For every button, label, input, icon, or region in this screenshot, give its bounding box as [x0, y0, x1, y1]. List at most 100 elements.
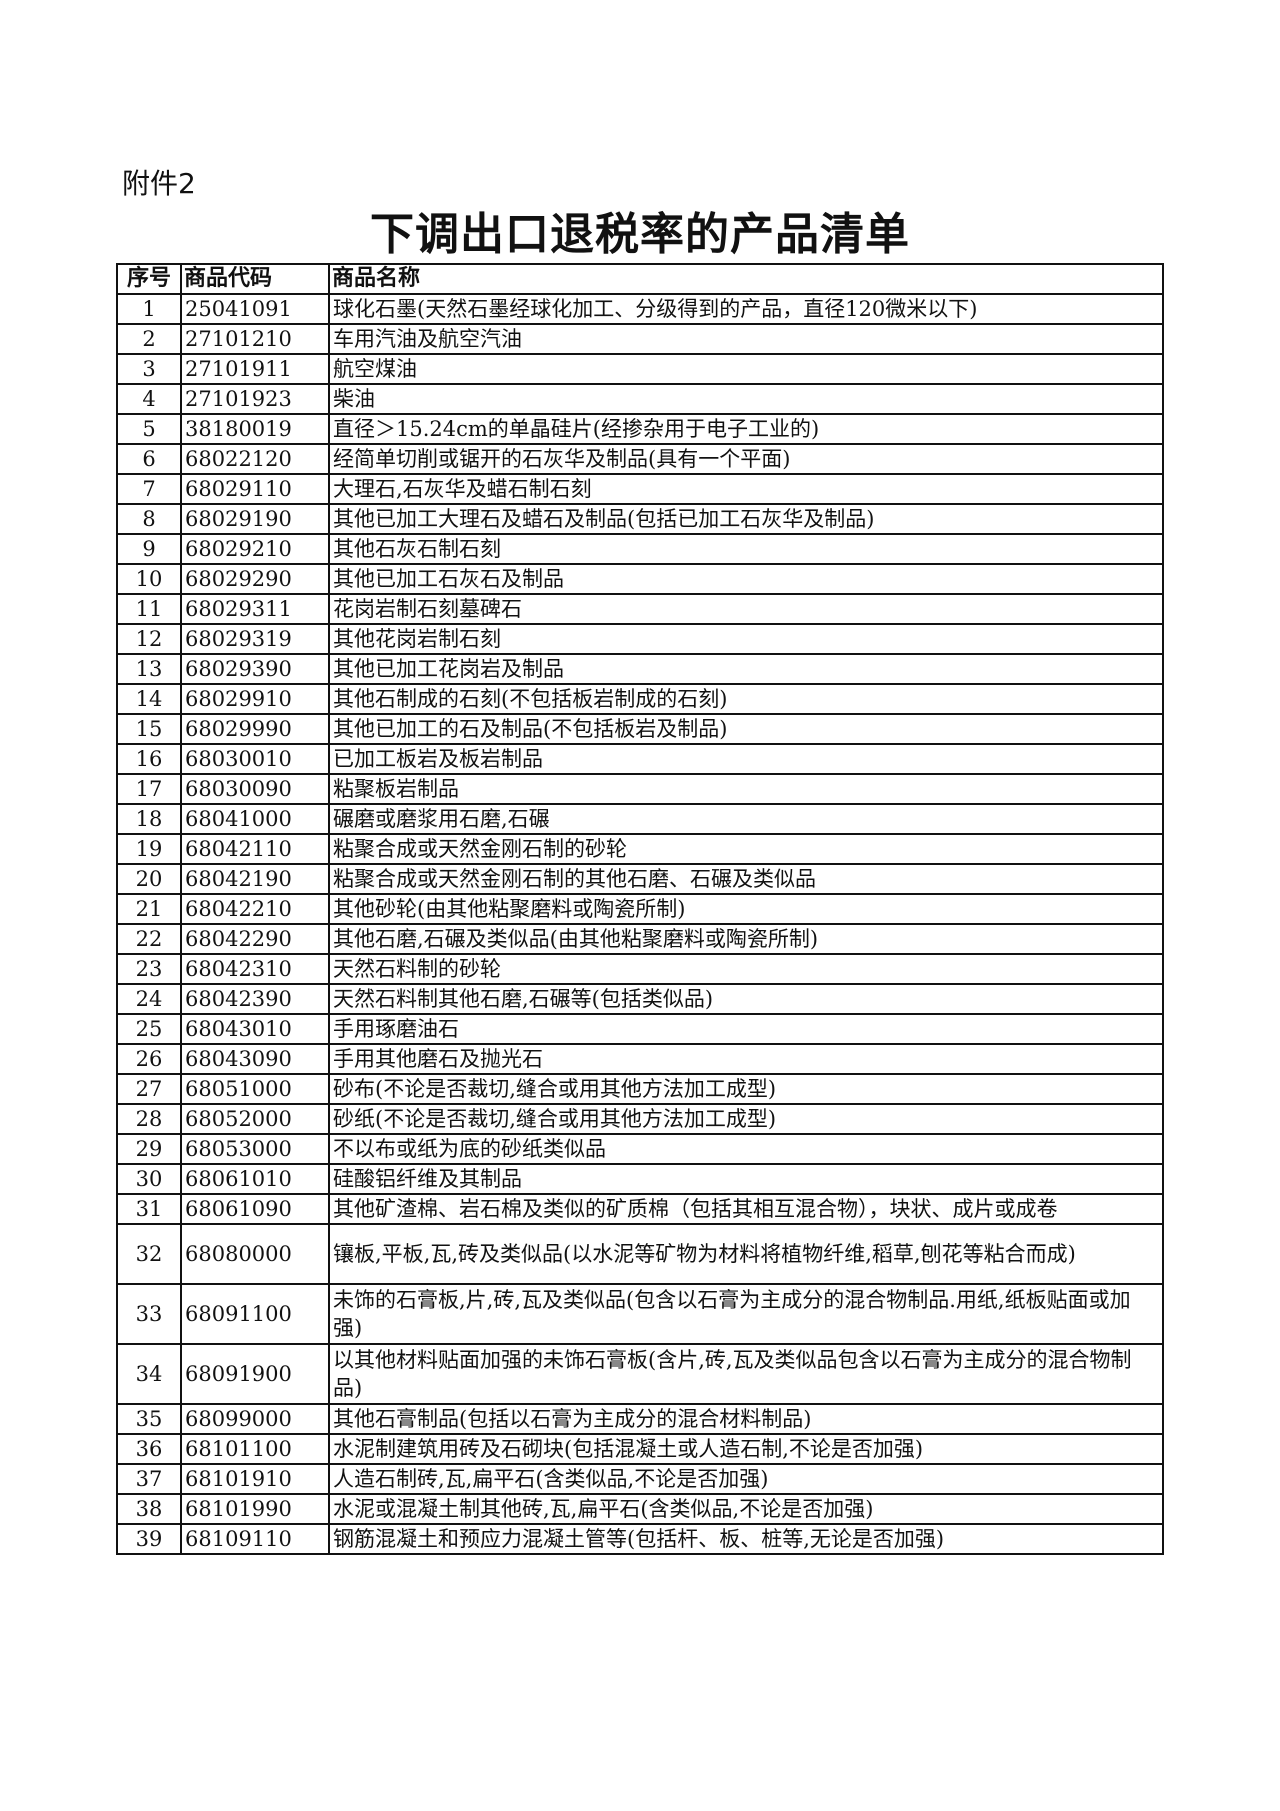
- table-row: 29 68053000 不以布或纸为底的砂纸类似品: [116, 1133, 1164, 1165]
- table-row: 5 38180019 直径＞15.24cm的单晶硅片(经掺杂用于电子工业的): [116, 413, 1164, 445]
- table-row: 8 68029190 其他已加工大理石及蜡石及制品(包括已加工石灰华及制品): [116, 503, 1164, 535]
- row-seq: 34: [116, 1343, 182, 1405]
- row-code: 68101910: [180, 1463, 330, 1495]
- row-name: 已加工板岩及板岩制品: [328, 743, 1164, 775]
- table-row: 3 27101911 航空煤油: [116, 353, 1164, 385]
- row-seq: 27: [116, 1073, 182, 1105]
- table-row: 2 27101210 车用汽油及航空汽油: [116, 323, 1164, 355]
- row-code: 68030010: [180, 743, 330, 775]
- table-header-row: 序号 商品代码 商品名称: [116, 263, 1164, 295]
- table-row: 13 68029390 其他已加工花岗岩及制品: [116, 653, 1164, 685]
- table-row: 1 25041091 球化石墨(天然石墨经球化加工、分级得到的产品，直径120微米以…: [116, 293, 1164, 325]
- row-seq: 11: [116, 593, 182, 625]
- table-row: 35 68099000 其他石膏制品(包括以石膏为主成分的混合材料制品): [116, 1403, 1164, 1435]
- row-name: 砂布(不论是否裁切,缝合或用其他方法加工成型): [328, 1073, 1164, 1105]
- row-code: 68061010: [180, 1163, 330, 1195]
- row-code: 68041000: [180, 803, 330, 835]
- row-seq: 26: [116, 1043, 182, 1075]
- row-code: 68043010: [180, 1013, 330, 1045]
- row-code: 68091100: [180, 1283, 330, 1345]
- row-name: 其他已加工的石及制品(不包括板岩及制品): [328, 713, 1164, 745]
- row-seq: 6: [116, 443, 182, 475]
- row-code: 68042210: [180, 893, 330, 925]
- row-seq: 12: [116, 623, 182, 655]
- row-name: 钢筋混凝土和预应力混凝土管等(包括杆、板、桩等,无论是否加强): [328, 1523, 1164, 1555]
- row-name: 人造石制砖,瓦,扁平石(含类似品,不论是否加强): [328, 1463, 1164, 1495]
- row-code: 68030090: [180, 773, 330, 805]
- table-row: 6 68022120 经简单切削或锯开的石灰华及制品(具有一个平面): [116, 443, 1164, 475]
- row-name: 车用汽油及航空汽油: [328, 323, 1164, 355]
- row-name: 其他矿渣棉、岩石棉及类似的矿质棉（包括其相互混合物），块状、成片或成卷: [328, 1193, 1164, 1225]
- row-name: 其他砂轮(由其他粘聚磨料或陶瓷所制): [328, 893, 1164, 925]
- row-name: 粘聚合成或天然金刚石制的砂轮: [328, 833, 1164, 865]
- table-row: 10 68029290 其他已加工石灰石及制品: [116, 563, 1164, 595]
- row-name: 其他石膏制品(包括以石膏为主成分的混合材料制品): [328, 1403, 1164, 1435]
- row-seq: 29: [116, 1133, 182, 1165]
- row-code: 68042390: [180, 983, 330, 1015]
- table-row: 23 68042310 天然石料制的砂轮: [116, 953, 1164, 985]
- table-row: 36 68101100 水泥制建筑用砖及石砌块(包括混凝土或人造石制,不论是否加强): [116, 1433, 1164, 1465]
- row-code: 68029990: [180, 713, 330, 745]
- table-row: 38 68101990 水泥或混凝土制其他砖,瓦,扁平石(含类似品,不论是否加强): [116, 1493, 1164, 1525]
- row-seq: 30: [116, 1163, 182, 1195]
- row-code: 68029290: [180, 563, 330, 595]
- table-row: 39 68109110 钢筋混凝土和预应力混凝土管等(包括杆、板、桩等,无论是否加强…: [116, 1523, 1164, 1555]
- table-row: 17 68030090 粘聚板岩制品: [116, 773, 1164, 805]
- table-row: 7 68029110 大理石,石灰华及蜡石制石刻: [116, 473, 1164, 505]
- row-code: 27101911: [180, 353, 330, 385]
- table-row: 12 68029319 其他花岗岩制石刻: [116, 623, 1164, 655]
- row-seq: 13: [116, 653, 182, 685]
- table-row: 9 68029210 其他石灰石制石刻: [116, 533, 1164, 565]
- column-header-name: 商品名称: [328, 263, 1164, 295]
- row-code: 68042190: [180, 863, 330, 895]
- row-seq: 33: [116, 1283, 182, 1345]
- row-seq: 21: [116, 893, 182, 925]
- table-row: 4 27101923 柴油: [116, 383, 1164, 415]
- table-row: 22 68042290 其他石磨,石碾及类似品(由其他粘聚磨料或陶瓷所制): [116, 923, 1164, 955]
- row-seq: 22: [116, 923, 182, 955]
- table-body: 1 25041091 球化石墨(天然石墨经球化加工、分级得到的产品，直径120微米以…: [116, 293, 1164, 1555]
- row-name: 以其他材料贴面加强的未饰石膏板(含片,砖,瓦及类似品包含以石膏为主成分的混合物制…: [328, 1343, 1164, 1405]
- row-seq: 16: [116, 743, 182, 775]
- row-code: 25041091: [180, 293, 330, 325]
- row-code: 68042290: [180, 923, 330, 955]
- row-seq: 9: [116, 533, 182, 565]
- row-name: 其他花岗岩制石刻: [328, 623, 1164, 655]
- row-name: 其他石灰石制石刻: [328, 533, 1164, 565]
- page-title: 下调出口退税率的产品清单: [370, 209, 910, 260]
- row-code: 68099000: [180, 1403, 330, 1435]
- row-seq: 5: [116, 413, 182, 445]
- row-code: 68051000: [180, 1073, 330, 1105]
- row-seq: 1: [116, 293, 182, 325]
- row-code: 68080000: [180, 1223, 330, 1285]
- table-row: 20 68042190 粘聚合成或天然金刚石制的其他石磨、石碾及类似品: [116, 863, 1164, 895]
- table-row: 31 68061090 其他矿渣棉、岩石棉及类似的矿质棉（包括其相互混合物），块状、…: [116, 1193, 1164, 1225]
- row-seq: 18: [116, 803, 182, 835]
- row-code: 68091900: [180, 1343, 330, 1405]
- row-seq: 25: [116, 1013, 182, 1045]
- table-row: 19 68042110 粘聚合成或天然金刚石制的砂轮: [116, 833, 1164, 865]
- row-code: 68029910: [180, 683, 330, 715]
- row-name: 镶板,平板,瓦,砖及类似品(以水泥等矿物为材料将植物纤维,稻草,刨花等粘合而成): [328, 1223, 1164, 1285]
- row-code: 68042110: [180, 833, 330, 865]
- row-name: 手用琢磨油石: [328, 1013, 1164, 1045]
- table-row: 11 68029311 花岗岩制石刻墓碑石: [116, 593, 1164, 625]
- row-name: 碾磨或磨浆用石磨,石碾: [328, 803, 1164, 835]
- row-code: 68109110: [180, 1523, 330, 1555]
- table-row: 25 68043010 手用琢磨油石: [116, 1013, 1164, 1045]
- row-seq: 15: [116, 713, 182, 745]
- column-header-seq: 序号: [116, 263, 182, 295]
- row-seq: 28: [116, 1103, 182, 1135]
- row-name: 粘聚合成或天然金刚石制的其他石磨、石碾及类似品: [328, 863, 1164, 895]
- table-row: 18 68041000 碾磨或磨浆用石磨,石碾: [116, 803, 1164, 835]
- table-row: 26 68043090 手用其他磨石及抛光石: [116, 1043, 1164, 1075]
- row-seq: 36: [116, 1433, 182, 1465]
- row-code: 27101210: [180, 323, 330, 355]
- row-code: 27101923: [180, 383, 330, 415]
- row-seq: 32: [116, 1223, 182, 1285]
- row-seq: 8: [116, 503, 182, 535]
- product-table: 序号 商品代码 商品名称 1 25041091 球化石墨(天然石墨经球化加工、分级得…: [116, 263, 1164, 1555]
- row-name: 大理石,石灰华及蜡石制石刻: [328, 473, 1164, 505]
- row-code: 68029390: [180, 653, 330, 685]
- row-code: 68101100: [180, 1433, 330, 1465]
